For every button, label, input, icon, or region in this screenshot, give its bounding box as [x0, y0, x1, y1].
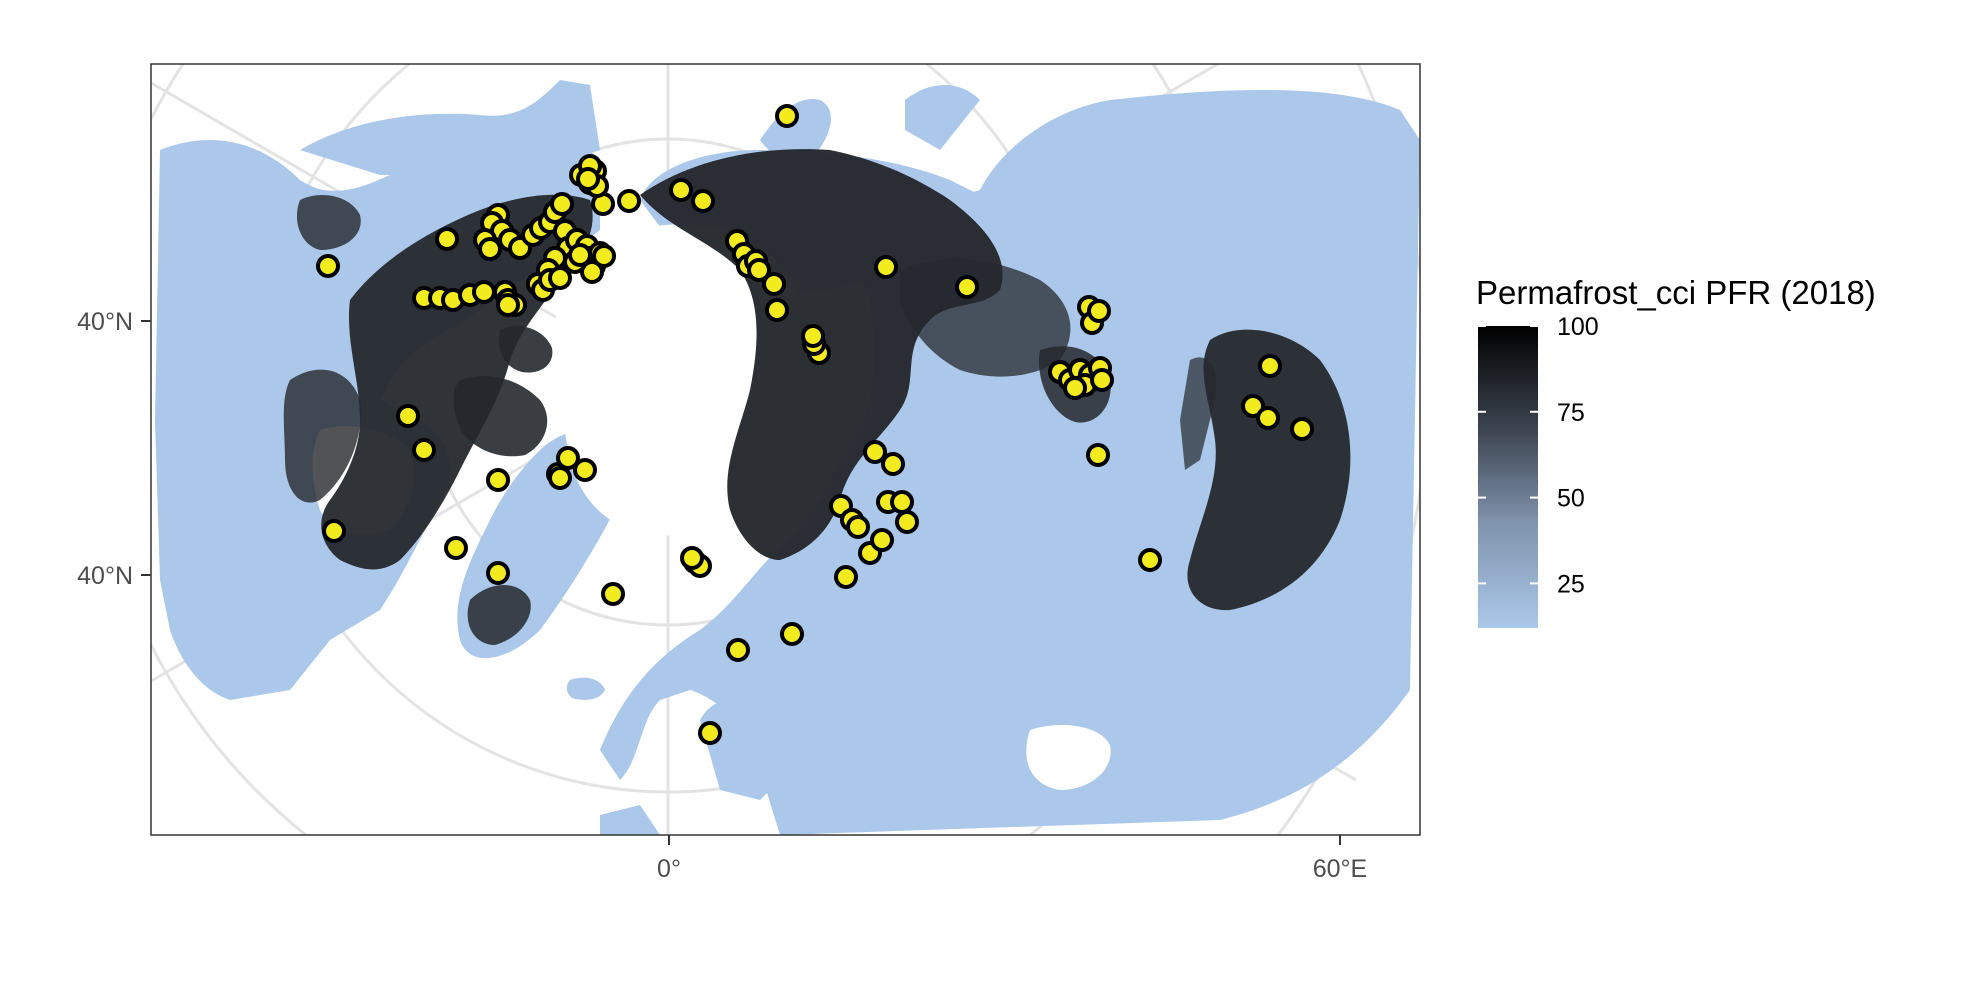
site-marker — [1090, 368, 1114, 392]
site-marker — [747, 258, 771, 282]
site-marker — [550, 192, 574, 216]
site-marker — [698, 721, 722, 745]
site-marker — [556, 446, 580, 470]
site-marker — [870, 528, 894, 552]
site-marker — [316, 254, 340, 278]
site-marker — [396, 404, 420, 428]
site-marker — [322, 519, 346, 543]
legend-tick-label: 50 — [1557, 485, 1585, 513]
site-marker — [890, 490, 914, 514]
site-marker — [576, 167, 600, 191]
site-marker — [548, 466, 572, 490]
site-marker — [680, 546, 704, 570]
site-marker — [496, 293, 520, 317]
site-marker — [412, 438, 436, 462]
site-marker — [762, 272, 786, 296]
legend-tick-label: 25 — [1557, 570, 1585, 598]
site-marker — [1290, 417, 1314, 441]
axis-ticks — [141, 320, 1341, 845]
site-marker — [863, 440, 887, 464]
site-marker — [726, 638, 750, 662]
site-marker — [801, 324, 825, 348]
site-marker — [846, 515, 870, 539]
site-marker — [1138, 548, 1162, 572]
legend-tick-label: 75 — [1557, 399, 1585, 427]
site-marker — [444, 536, 468, 560]
site-marker — [568, 243, 592, 267]
site-marker — [775, 104, 799, 128]
site-marker — [881, 452, 905, 476]
site-marker — [1258, 354, 1282, 378]
site-marker — [1256, 406, 1280, 430]
site-marker — [1086, 443, 1110, 467]
site-marker — [691, 189, 715, 213]
site-marker — [472, 280, 496, 304]
site-marker — [435, 227, 459, 251]
site-marker — [895, 510, 919, 534]
site-marker — [592, 244, 616, 268]
legend: Permafrost_cci PFR (2018) 100 75 50 25 — [1476, 274, 1876, 628]
site-marker — [486, 468, 510, 492]
site-marker — [1087, 299, 1111, 323]
y-axis-label-upper: 40°N — [77, 308, 133, 336]
x-axis-label-right: 60°E — [1313, 855, 1367, 883]
site-marker — [780, 622, 804, 646]
site-marker — [955, 275, 979, 299]
site-marker — [478, 237, 502, 261]
site-marker — [765, 298, 789, 322]
site-marker — [486, 561, 510, 585]
site-marker — [601, 582, 625, 606]
site-marker — [669, 178, 693, 202]
legend-title: Permafrost_cci PFR (2018) — [1476, 274, 1876, 311]
site-marker — [580, 260, 604, 284]
site-markers — [316, 104, 1314, 745]
x-axis-label-left: 0° — [657, 855, 681, 883]
site-marker — [548, 266, 572, 290]
site-marker — [573, 458, 597, 482]
legend-ticks: 100 75 50 25 — [1478, 313, 1599, 598]
site-marker — [834, 565, 858, 589]
site-marker — [1063, 376, 1087, 400]
site-marker — [617, 189, 641, 213]
y-axis-label-lower: 40°N — [77, 562, 133, 590]
legend-tick-label: 100 — [1557, 313, 1599, 341]
legend-colorbar — [1478, 326, 1538, 628]
site-marker — [1241, 394, 1265, 418]
map-panel-border — [150, 63, 1421, 836]
site-marker — [874, 255, 898, 279]
